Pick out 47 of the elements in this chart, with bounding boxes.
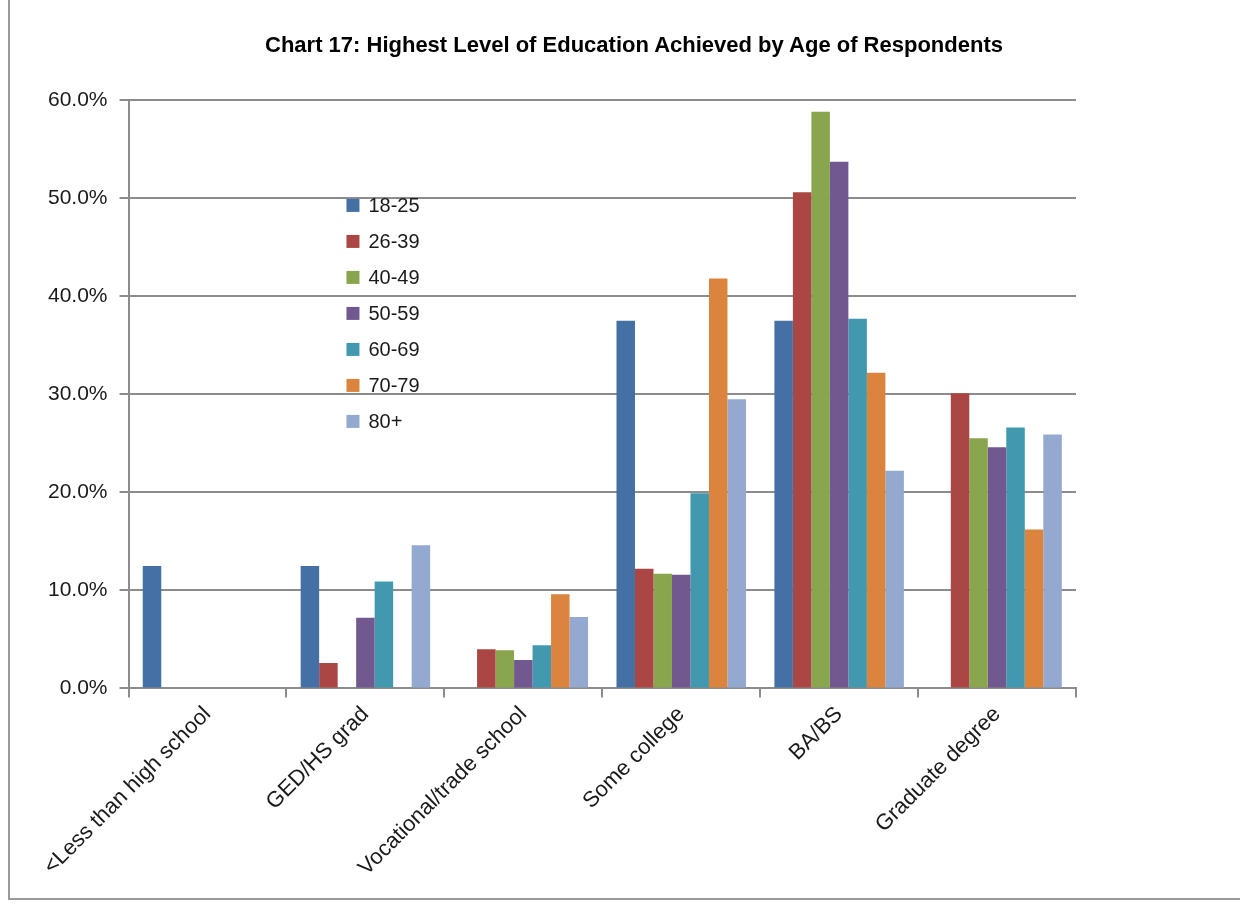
bar bbox=[319, 662, 338, 688]
bar bbox=[866, 372, 886, 688]
bar bbox=[411, 545, 431, 688]
bar bbox=[774, 320, 793, 688]
bar bbox=[300, 565, 320, 688]
bar bbox=[671, 574, 691, 688]
bar bbox=[792, 192, 812, 688]
bar bbox=[653, 573, 672, 688]
bar bbox=[477, 649, 496, 688]
y-tick-label: 0.0% bbox=[59, 675, 108, 699]
legend-label: 50-59 bbox=[368, 302, 420, 325]
bar bbox=[969, 438, 988, 688]
bar bbox=[727, 399, 746, 688]
y-tick-label: 40.0% bbox=[48, 282, 108, 306]
bar bbox=[569, 616, 589, 688]
chart-title: Chart 17: Highest Level of Education Achieved by Age of Respondents bbox=[264, 32, 1004, 58]
y-tick-label: 60.0% bbox=[48, 86, 108, 110]
y-tick-label: 10.0% bbox=[48, 577, 108, 601]
bar bbox=[811, 111, 830, 688]
bar bbox=[374, 581, 394, 688]
bar bbox=[885, 470, 904, 688]
bar bbox=[551, 594, 570, 688]
bar bbox=[514, 660, 533, 688]
bar bbox=[848, 318, 867, 688]
bar bbox=[829, 161, 849, 688]
legend-label: 70-79 bbox=[368, 374, 420, 397]
bar bbox=[690, 493, 709, 688]
y-tick-label: 20.0% bbox=[48, 479, 108, 503]
bar bbox=[987, 447, 1007, 688]
bar bbox=[634, 568, 654, 688]
bar bbox=[950, 393, 970, 688]
legend-label: 26-39 bbox=[368, 230, 420, 253]
legend-label: 18-25 bbox=[368, 194, 420, 217]
bar bbox=[356, 617, 375, 688]
legend-label: 80+ bbox=[368, 410, 403, 433]
y-tick-label: 30.0% bbox=[48, 381, 108, 405]
bar bbox=[1043, 434, 1062, 688]
bar bbox=[495, 650, 515, 688]
bar bbox=[1006, 427, 1025, 688]
bar bbox=[142, 565, 162, 688]
bar bbox=[708, 278, 728, 688]
y-tick-label: 50.0% bbox=[48, 184, 108, 208]
bar bbox=[616, 320, 635, 688]
legend-label: 40-49 bbox=[368, 266, 420, 289]
legend-label: 60-69 bbox=[368, 338, 420, 361]
bar bbox=[1024, 529, 1044, 688]
bar bbox=[532, 645, 552, 688]
